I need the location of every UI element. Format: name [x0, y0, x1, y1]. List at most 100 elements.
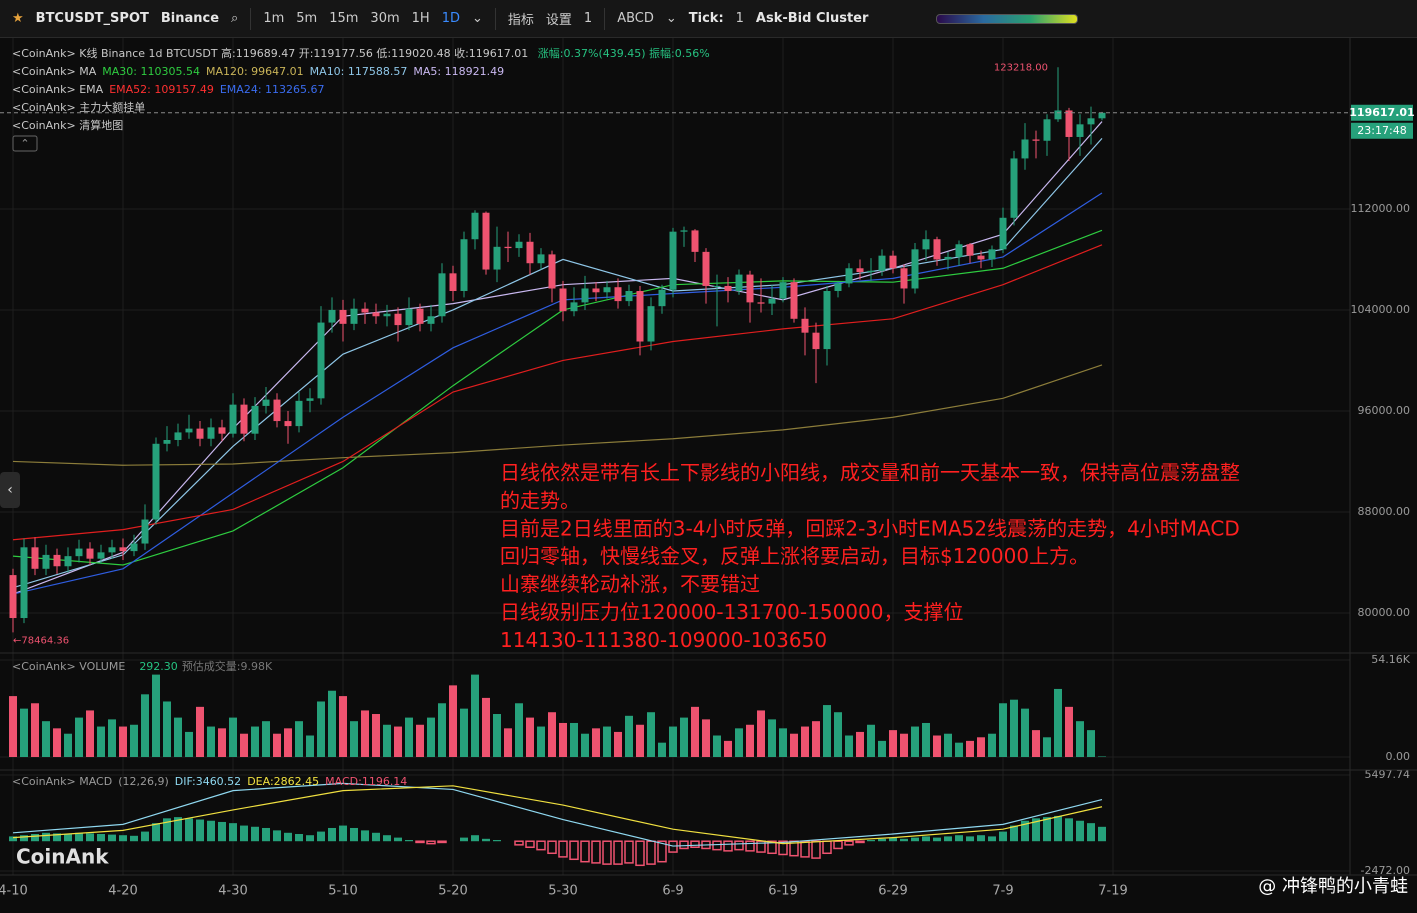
- macd-bar: [1054, 815, 1062, 842]
- macd-bar: [471, 835, 479, 842]
- star[interactable]: ★: [12, 11, 24, 26]
- macd-title: <CoinAnk> MACD: [12, 775, 112, 788]
- candle-body: [141, 519, 149, 544]
- volume-bar: [933, 735, 941, 757]
- gradient-slider[interactable]: [936, 13, 1079, 24]
- x-tick-label: 6-29: [878, 884, 908, 899]
- volume-bar: [658, 742, 666, 757]
- macd-bar: [437, 840, 447, 844]
- volume-bar: [339, 696, 347, 757]
- search[interactable]: ⌕: [231, 11, 239, 26]
- x-tick-label: 7-9: [992, 884, 1013, 899]
- candle-body: [295, 400, 303, 427]
- price-tag: [1351, 104, 1413, 121]
- macd-bar: [229, 823, 237, 842]
- settings[interactable]: 设置: [545, 13, 572, 28]
- macd-bar: [350, 827, 358, 842]
- interval[interactable]: 1H: [411, 11, 430, 26]
- candle-body: [867, 270, 875, 273]
- indicator-line: [12, 364, 1103, 466]
- candle-body: [988, 249, 996, 260]
- macd-bar: [867, 840, 875, 842]
- candle-body: [757, 302, 765, 304]
- macd-bar: [1076, 820, 1084, 842]
- macd-bar: [558, 840, 568, 858]
- volume-bar: [240, 733, 248, 757]
- symbol[interactable]: BTCUSDT_SPOT: [35, 11, 149, 26]
- interval[interactable]: 15m: [329, 11, 359, 26]
- x-tick-label: 5-30: [548, 884, 578, 899]
- candle-body: [592, 288, 600, 293]
- candle-body: [471, 212, 479, 240]
- candle-body: [944, 256, 952, 260]
- interval[interactable]: 5m: [296, 11, 318, 26]
- volume-bar: [1010, 699, 1018, 757]
- volume-bar: [383, 724, 391, 757]
- candle-body: [1087, 118, 1095, 125]
- candle-body: [999, 217, 1007, 250]
- volume-bar: [1098, 756, 1106, 757]
- macd-bar: [822, 840, 832, 855]
- legend-line: <CoinAnk> 清算地图: [12, 118, 123, 132]
- candle-body: [207, 427, 215, 439]
- interval[interactable]: 1m: [263, 11, 285, 26]
- volume-bar: [75, 717, 83, 757]
- candle-body: [163, 439, 171, 444]
- annotation-line: 日线级别压力位120000-131700-150000，支撑位: [500, 600, 963, 624]
- volume-bar: [548, 712, 556, 757]
- dropdown[interactable]: ⌄: [471, 11, 483, 26]
- macd-bar: [745, 840, 755, 852]
- macd-bar: [900, 838, 908, 842]
- candle-body: [64, 556, 72, 567]
- candle-body: [812, 332, 820, 350]
- legend-item: <CoinAnk> 主力大额挂单: [12, 100, 145, 114]
- candle-body: [372, 312, 380, 317]
- macd-bar: [1010, 825, 1018, 842]
- candle-body: [196, 428, 204, 439]
- annotation-line: 日线依然是带有长上下影线的小阳线，成交量和前一天基本一致，保持高位震荡盘整: [500, 461, 1240, 485]
- abcd[interactable]: ABCD: [617, 11, 654, 26]
- volume-legend: <CoinAnk> VOLUME 292.30 预估成交量:9.98K: [12, 659, 273, 673]
- candle-body: [1010, 158, 1018, 218]
- candle-body: [317, 322, 325, 399]
- volume-bar: [889, 730, 897, 757]
- interval[interactable]: 30m: [370, 11, 400, 26]
- candle-body: [647, 306, 655, 342]
- macd-bar: [988, 836, 996, 842]
- volume-bar: [812, 721, 820, 757]
- y-tick-label: 88000.00: [1358, 505, 1411, 518]
- candle-body: [108, 547, 116, 553]
- volume-bar: [9, 696, 17, 757]
- interval[interactable]: 1D: [441, 11, 460, 26]
- volume-bar: [361, 710, 369, 757]
- volume-bar: [1043, 737, 1051, 757]
- macd-bar: [734, 840, 744, 851]
- scroll-left[interactable]: [0, 472, 20, 508]
- volume-bar: [141, 694, 149, 757]
- macd-bar: [844, 840, 854, 846]
- price-label: 119617.01: [1349, 106, 1414, 119]
- candle-body: [152, 443, 160, 520]
- candle-body: [460, 239, 468, 292]
- volume-bar: [372, 714, 380, 757]
- candle-body: [339, 309, 347, 324]
- timer-tag: [1351, 122, 1413, 139]
- candle-body: [889, 255, 897, 269]
- volume-bar: [438, 703, 446, 757]
- low-annotation: ←78464.36: [13, 635, 69, 646]
- indicators[interactable]: 指标: [507, 13, 534, 28]
- layouts[interactable]: 1: [583, 11, 593, 26]
- candle-body: [240, 404, 248, 434]
- cluster[interactable]: Ask-Bid Cluster: [755, 11, 869, 26]
- candle-body: [966, 244, 974, 256]
- dea: DEA:2862.45: [247, 775, 319, 788]
- volume-bar: [779, 728, 787, 757]
- macd-bar: [944, 836, 952, 842]
- exchange[interactable]: Binance: [160, 11, 220, 26]
- macd-bar: [284, 832, 292, 842]
- volume-bar: [130, 724, 138, 757]
- macd-bar: [966, 836, 974, 842]
- volume-bar: [823, 705, 831, 757]
- tick-value[interactable]: 1: [735, 11, 744, 26]
